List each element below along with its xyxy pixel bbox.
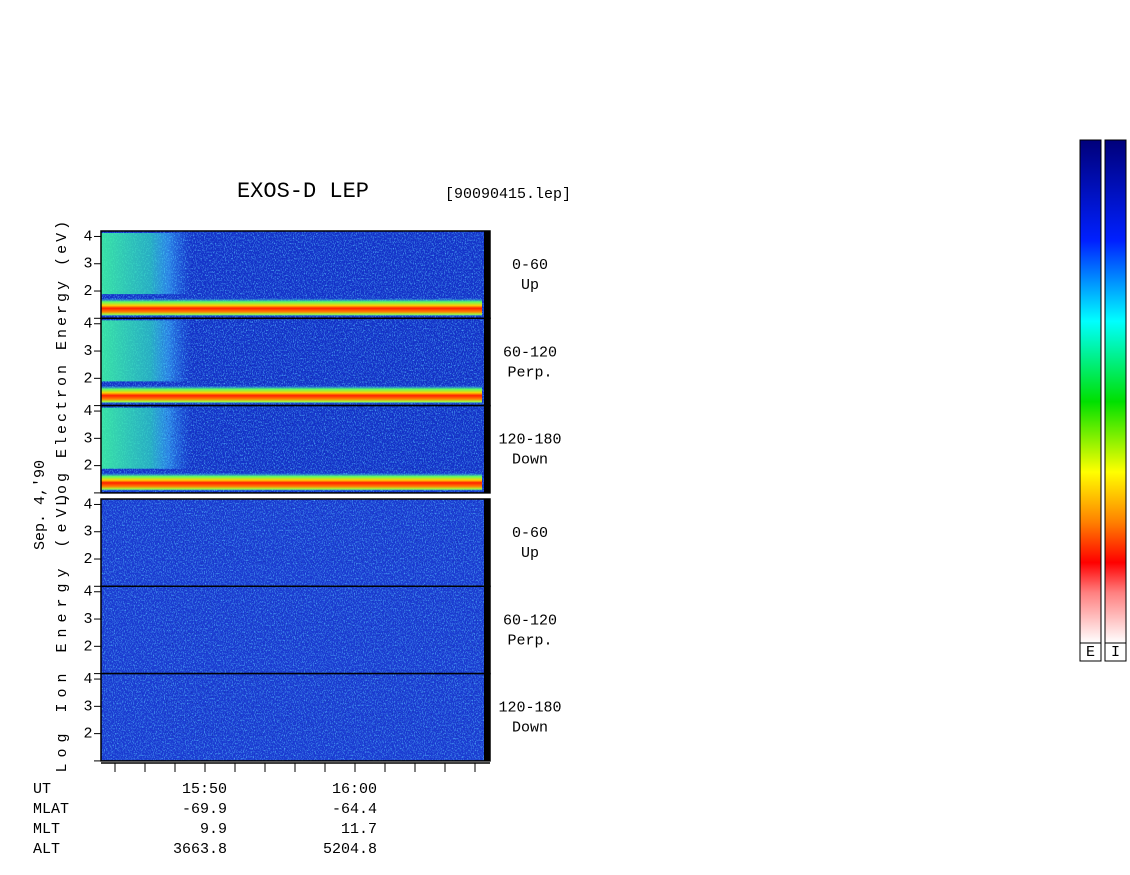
y-tick-label: 4 [83,496,92,513]
y-tick-label: 2 [83,638,92,655]
group-label: Log Ion Energy (eV) [54,487,71,772]
pitch-range: 120-180 [498,700,561,717]
y-tick-label: 2 [83,283,92,300]
pitch-direction: Up [521,545,539,562]
title: EXOS-D LEP [237,179,369,204]
y-tick-label: 4 [83,584,92,601]
pitch-range: 0-60 [512,257,548,274]
y-tick-label: 2 [83,370,92,387]
dropouts [161,586,480,652]
file-name: [90090415.lep] [445,186,571,203]
row-value: 16:00 [332,781,377,798]
group-label: Log Electron Energy (eV) [54,218,71,506]
edge-bar [484,231,490,493]
pitch-range: 0-60 [512,525,548,542]
row-value: 3663.8 [173,841,227,858]
row-label: UT [33,781,51,798]
photoelectron-band [101,298,482,317]
colorbar [1079,139,1102,644]
dropouts [161,318,480,384]
row-value: 5204.8 [323,841,377,858]
pitch-direction: Perp. [507,364,552,381]
y-tick-label: 3 [83,524,92,541]
photoelectron-band [101,385,482,404]
dropouts [161,499,480,565]
y-tick-label: 4 [83,316,92,333]
pitch-range: 60-120 [503,612,557,629]
colorbar-label: I [1111,644,1120,661]
y-tick-label: 2 [83,551,92,568]
y-tick-label: 3 [83,256,92,273]
y-tick-label: 3 [83,430,92,447]
y-tick-label: 4 [83,403,92,420]
colorbar-label-box [1079,642,1102,662]
pitch-direction: Down [512,720,548,737]
row-label: MLT [33,821,60,838]
y-tick-label: 4 [83,671,92,688]
date: Sep. 4,'90 [32,460,49,550]
row-value: 9.9 [200,821,227,838]
colorbar-label: E [1086,644,1095,661]
low-energy-glow [101,233,191,295]
dropouts [161,405,480,471]
y-tick-label: 3 [83,611,92,628]
colorbar-label-box [1104,642,1127,662]
row-label: ALT [33,841,60,858]
pitch-direction: Up [521,277,539,294]
edge-bar [484,499,490,761]
y-tick-label: 2 [83,458,92,475]
pitch-direction: Down [512,452,548,469]
dropouts [161,673,480,739]
y-tick-label: 3 [83,698,92,715]
y-tick-label: 2 [83,726,92,743]
row-value: 11.7 [341,821,377,838]
row-value: -69.9 [182,801,227,818]
row-value: -64.4 [332,801,377,818]
pitch-direction: Perp. [507,632,552,649]
pitch-range: 60-120 [503,344,557,361]
colorbar [1104,139,1127,644]
y-tick-label: 3 [83,343,92,360]
row-label: MLAT [33,801,69,818]
photoelectron-band [101,472,482,491]
pitch-range: 120-180 [498,432,561,449]
row-value: 15:50 [182,781,227,798]
y-tick-label: 4 [83,228,92,245]
